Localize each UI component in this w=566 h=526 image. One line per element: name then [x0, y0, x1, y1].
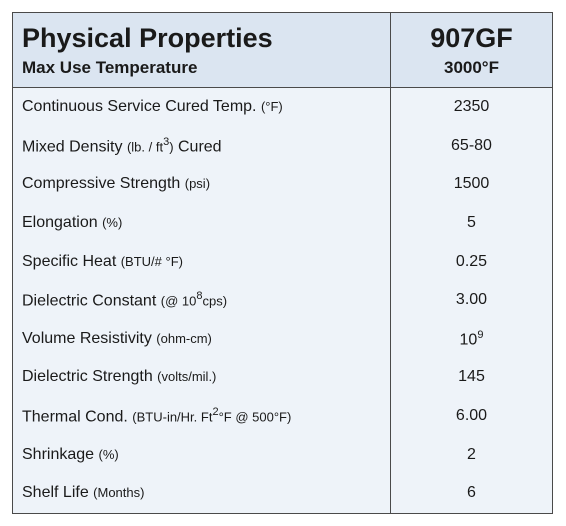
table-row: Thermal Cond. (BTU-in/Hr. Ft2°F @ 500°F)…	[13, 396, 552, 436]
value-cell: 145	[390, 358, 552, 397]
property-cell: Shrinkage (%)	[13, 446, 390, 464]
property-unit: cps)	[202, 293, 228, 309]
value-wrap: 5	[391, 214, 552, 232]
property-name: Compressive Strength	[22, 175, 181, 193]
table-row: Specific Heat (BTU/# °F) 0.25	[13, 242, 552, 281]
property-name: Dielectric Strength	[22, 368, 153, 386]
property-value-sup: 9	[477, 328, 484, 341]
value-cell: 0.25	[390, 242, 552, 281]
property-value: 145	[458, 368, 485, 386]
value-cell: 1500	[390, 165, 552, 204]
value-cell: 6	[390, 473, 552, 513]
property-name: Mixed Density	[22, 138, 123, 156]
title: Physical Properties	[22, 23, 273, 53]
property-value: 6	[467, 484, 476, 502]
table-row: Volume Resistivity (ohm-cm) 109	[13, 319, 552, 359]
table-row: Continuous Service Cured Temp. (°F) 2350	[13, 88, 552, 127]
subtitle: Max Use Temperature	[22, 58, 198, 77]
property-unit: (psi)	[184, 176, 211, 192]
property-unit-sup: 2	[212, 405, 219, 418]
value-cell: 3.00	[390, 280, 552, 320]
property-cell: Shelf Life (Months)	[13, 484, 390, 502]
header-left: Physical Properties Max Use Temperature	[13, 13, 390, 87]
property-value: 2	[467, 445, 476, 463]
value-cell: 6.00	[390, 396, 552, 436]
property-cell: Dielectric Constant (@ 108cps)	[13, 290, 390, 310]
table-body: Continuous Service Cured Temp. (°F) 2350 M…	[13, 88, 552, 513]
table-row: Dielectric Strength (volts/mil.) 145	[13, 358, 552, 397]
table-row: Dielectric Constant (@ 108cps) 3.00	[13, 280, 552, 320]
property-unit: (ohm-cm)	[156, 330, 212, 346]
property-unit: (BTU/# °F)	[120, 253, 183, 269]
value-wrap: 109	[391, 329, 552, 349]
value-wrap: 3.00	[391, 291, 552, 309]
property-name: Elongation	[22, 214, 98, 232]
property-unit: (%)	[102, 215, 123, 231]
property-unit: °F @ 500°F)	[218, 409, 292, 425]
property-cell: Specific Heat (BTU/# °F)	[13, 253, 390, 271]
header-right: 907GF 3000°F	[390, 13, 552, 87]
property-name: Dielectric Constant	[22, 292, 157, 310]
property-name: Specific Heat	[22, 252, 117, 270]
value-wrap: 65-80	[391, 137, 552, 155]
value-wrap: 1500	[391, 175, 552, 193]
property-unit-sup: 8	[196, 290, 203, 303]
property-name: Thermal Cond.	[22, 408, 128, 426]
value-wrap: 145	[391, 368, 552, 386]
property-value: 10	[459, 331, 478, 349]
value-cell: 2	[390, 435, 552, 474]
table-row: Compressive Strength (psi) 1500	[13, 165, 552, 204]
property-value: 6.00	[455, 407, 488, 425]
table-row: Shrinkage (%) 2	[13, 435, 552, 474]
properties-table: Physical Properties Max Use Temperature …	[12, 12, 553, 514]
property-value: 2350	[453, 98, 490, 116]
max-temp: 3000°F	[443, 58, 499, 77]
property-name: Shelf Life	[22, 484, 89, 502]
property-cell: Continuous Service Cured Temp. (°F)	[13, 98, 390, 116]
property-value: 3.00	[455, 291, 488, 309]
table-row: Mixed Density (lb. / ft3) Cured 65-80	[13, 126, 552, 166]
property-suffix: Cured	[177, 138, 222, 156]
property-unit: (lb. / ft	[126, 139, 164, 155]
property-name: Continuous Service Cured Temp.	[22, 98, 257, 116]
value-cell: 2350	[390, 88, 552, 127]
table-row: Shelf Life (Months) 6	[13, 473, 552, 513]
property-value: 5	[467, 214, 476, 232]
property-cell: Volume Resistivity (ohm-cm)	[13, 330, 390, 348]
property-unit: (BTU-in/Hr. Ft	[132, 409, 213, 425]
property-name: Volume Resistivity	[22, 329, 152, 347]
property-unit: (°F)	[260, 99, 283, 115]
value-wrap: 6	[391, 484, 552, 502]
value-wrap: 2	[391, 446, 552, 464]
value-cell: 109	[390, 319, 552, 359]
property-cell: Thermal Cond. (BTU-in/Hr. Ft2°F @ 500°F)	[13, 406, 390, 426]
property-cell: Dielectric Strength (volts/mil.)	[13, 368, 390, 386]
value-cell: 65-80	[390, 126, 552, 166]
property-name: Shrinkage	[22, 445, 95, 463]
table-header: Physical Properties Max Use Temperature …	[13, 13, 552, 88]
value-wrap: 2350	[391, 98, 552, 116]
property-unit: (Months)	[93, 485, 145, 501]
property-unit: (%)	[98, 446, 119, 462]
value-wrap: 6.00	[391, 407, 552, 425]
property-unit-sup: 3	[163, 135, 170, 148]
value-wrap: 0.25	[391, 253, 552, 271]
product: 907GF	[430, 23, 513, 53]
property-cell: Mixed Density (lb. / ft3) Cured	[13, 136, 390, 156]
property-value: 1500	[453, 175, 490, 193]
property-unit: (volts/mil.)	[157, 369, 217, 385]
table-row: Elongation (%) 5	[13, 203, 552, 243]
property-value: 0.25	[455, 252, 488, 270]
property-value: 65-80	[451, 136, 492, 154]
property-cell: Elongation (%)	[13, 214, 390, 232]
property-cell: Compressive Strength (psi)	[13, 175, 390, 193]
property-unit: )	[169, 139, 174, 155]
property-unit: (@ 10	[160, 293, 197, 309]
value-cell: 5	[390, 203, 552, 243]
